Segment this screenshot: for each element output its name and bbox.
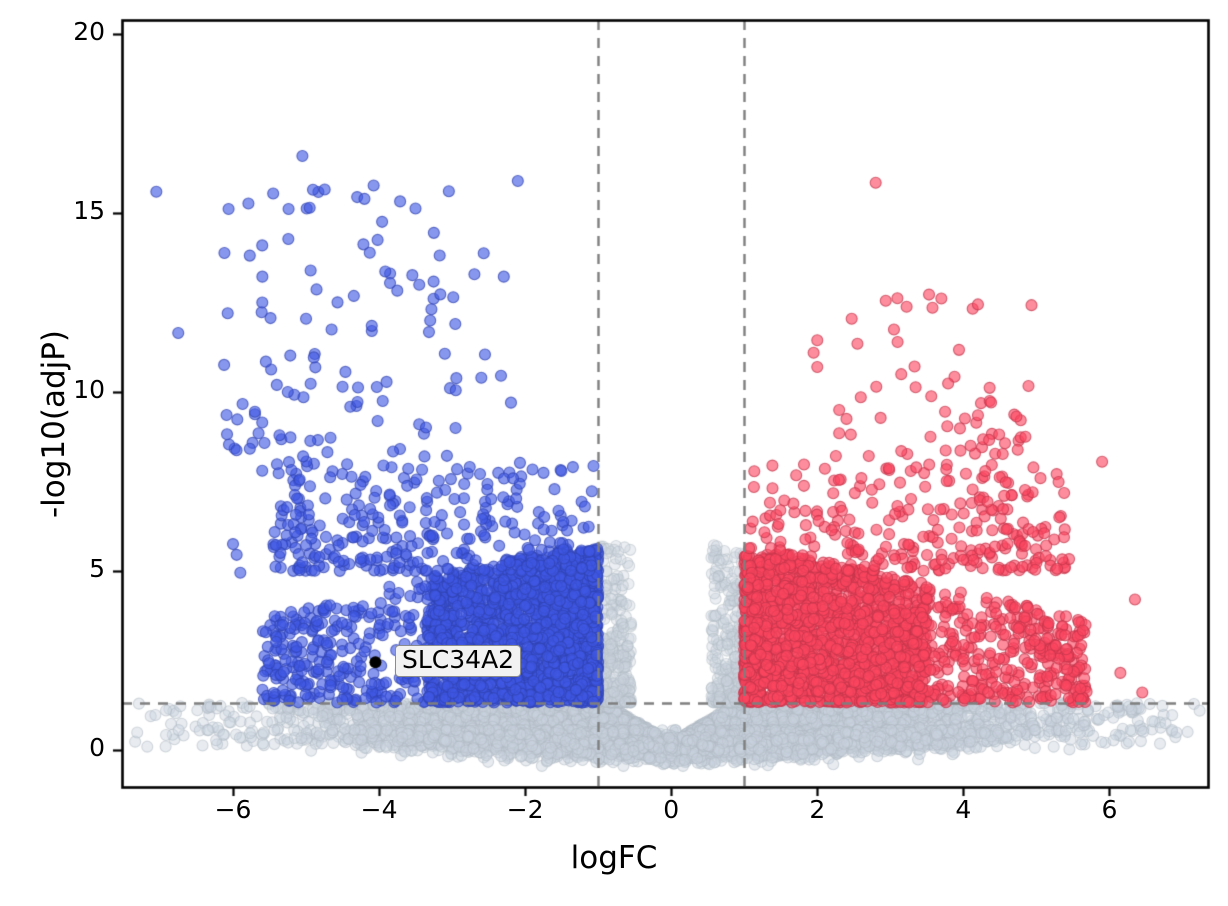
y-tick-label-15: 15 (73, 196, 105, 226)
y-tick-label-10: 10 (73, 375, 105, 405)
x-tick-label-2: 2 (809, 795, 826, 824)
x-axis-title: logFC (570, 840, 658, 876)
x-tick-label-6: 6 (1101, 795, 1118, 824)
x-tick-label-zero: 0 (663, 795, 680, 824)
y-tick-label-5: 5 (89, 553, 105, 583)
gene-annotation-label: SLC34A2 (395, 645, 522, 678)
x-tick-label-minus6: −6 (214, 795, 252, 824)
y-tick-label-20: 20 (73, 17, 105, 47)
x-tick-label-minus4: −4 (360, 795, 398, 824)
x-tick-label-4: 4 (955, 795, 972, 824)
y-tick-label-0: 0 (89, 732, 105, 762)
x-tick-label-minus2: −2 (506, 795, 544, 824)
